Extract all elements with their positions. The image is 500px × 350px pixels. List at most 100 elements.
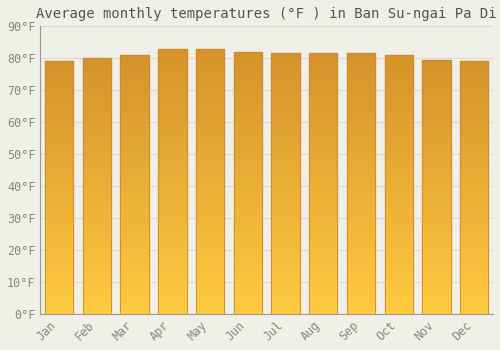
Bar (158, 213, 186, 218)
Bar (272, 298, 299, 303)
Bar (309, 293, 338, 298)
Bar (309, 184, 338, 189)
Bar (272, 241, 299, 246)
Bar (234, 298, 262, 303)
Bar (309, 303, 338, 309)
Bar (158, 287, 186, 293)
Bar (158, 54, 186, 59)
Bar (309, 309, 338, 314)
Bar (347, 147, 375, 152)
Bar (272, 283, 299, 288)
Bar (347, 54, 375, 314)
Bar (158, 80, 186, 86)
Bar (384, 226, 413, 231)
Bar (384, 236, 413, 242)
Bar (272, 132, 299, 137)
Bar (196, 102, 224, 107)
Bar (309, 278, 338, 283)
Bar (384, 164, 413, 169)
Bar (83, 94, 111, 99)
Bar (384, 283, 413, 288)
Bar (234, 183, 262, 188)
Bar (460, 142, 488, 147)
Bar (460, 264, 488, 268)
Bar (83, 217, 111, 222)
Bar (83, 201, 111, 206)
Bar (422, 60, 450, 314)
Bar (309, 121, 338, 126)
Bar (422, 202, 450, 207)
Bar (83, 166, 111, 171)
Bar (272, 257, 299, 262)
Bar (196, 197, 224, 203)
Bar (384, 262, 413, 267)
Bar (45, 71, 74, 77)
Bar (272, 142, 299, 147)
Bar (460, 284, 488, 289)
Bar (384, 303, 413, 309)
Bar (422, 111, 450, 116)
Bar (309, 236, 338, 241)
Bar (460, 71, 488, 77)
Bar (196, 49, 224, 314)
Bar (234, 57, 262, 62)
Bar (158, 49, 186, 54)
Bar (272, 121, 299, 126)
Bar (45, 87, 74, 92)
Bar (384, 55, 413, 60)
Bar (196, 91, 224, 96)
Title: Average monthly temperatures (°F ) in Ban Su-ngai Pa Di: Average monthly temperatures (°F ) in Ba… (36, 7, 497, 21)
Bar (120, 133, 149, 138)
Bar (272, 267, 299, 272)
Bar (384, 112, 413, 117)
Bar (45, 158, 74, 162)
Bar (234, 162, 262, 167)
Bar (234, 173, 262, 177)
Bar (272, 137, 299, 142)
Bar (83, 191, 111, 196)
Bar (384, 174, 413, 179)
Bar (422, 304, 450, 309)
Bar (347, 100, 375, 106)
Bar (158, 272, 186, 277)
Bar (83, 278, 111, 283)
Bar (45, 309, 74, 314)
Bar (234, 219, 262, 225)
Bar (234, 131, 262, 136)
Bar (234, 240, 262, 246)
Bar (234, 68, 262, 73)
Bar (120, 303, 149, 309)
Bar (158, 203, 186, 208)
Bar (422, 207, 450, 212)
Bar (272, 220, 299, 225)
Bar (309, 116, 338, 121)
Bar (272, 74, 299, 79)
Bar (83, 161, 111, 166)
Bar (45, 299, 74, 304)
Bar (158, 102, 186, 107)
Bar (422, 151, 450, 156)
Bar (83, 186, 111, 191)
Bar (120, 288, 149, 293)
Bar (384, 257, 413, 262)
Bar (196, 181, 224, 187)
Bar (196, 245, 224, 250)
Bar (384, 91, 413, 97)
Bar (309, 272, 338, 278)
Bar (309, 90, 338, 95)
Bar (120, 252, 149, 257)
Bar (460, 279, 488, 284)
Bar (120, 65, 149, 71)
Bar (196, 155, 224, 160)
Bar (272, 204, 299, 210)
Bar (120, 91, 149, 97)
Bar (120, 102, 149, 107)
Bar (460, 309, 488, 314)
Bar (158, 149, 186, 155)
Bar (460, 268, 488, 273)
Bar (83, 99, 111, 104)
Bar (196, 277, 224, 282)
Bar (347, 303, 375, 309)
Bar (120, 221, 149, 226)
Bar (120, 55, 149, 314)
